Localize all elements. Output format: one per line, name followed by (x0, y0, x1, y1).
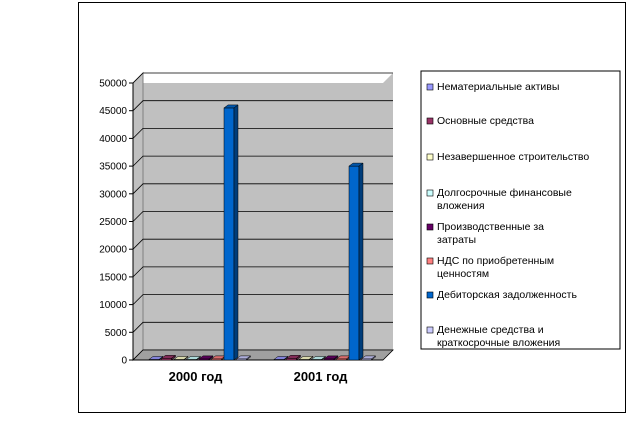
bar-side (196, 355, 201, 361)
y-tick-label: 30000 (99, 189, 127, 200)
legend-swatch (426, 153, 434, 161)
bar-side (183, 355, 189, 361)
legend-label: Долгосрочные финансовые (437, 187, 572, 199)
legend-label: Основные средства (437, 115, 534, 127)
legend-label: Нематериальные активы (437, 81, 559, 93)
legend-swatch (426, 223, 434, 231)
legend-swatch (426, 117, 434, 125)
chart-frame: 0 5000 10000 15000 20000 25000 30000 35000 40000… (78, 2, 626, 413)
bar-side (333, 355, 339, 361)
y-tick-label: 50000 (99, 79, 127, 90)
bar-side (171, 354, 176, 361)
legend-label: Производственные за (437, 221, 544, 233)
y-tick-label: 35000 (99, 162, 127, 173)
legend-label: Незавершенное строительство (437, 151, 589, 163)
bar-side (308, 355, 314, 361)
legend-swatch (426, 326, 434, 334)
legend-label: Денежные средства и (437, 324, 544, 336)
legend-label: НДС по приобретенным (437, 255, 554, 267)
y-tick-label: 0 (121, 356, 127, 367)
y-tick-label: 15000 (99, 272, 127, 283)
gridline (132, 266, 393, 278)
legend-label: краткосрочные вложения (437, 337, 560, 349)
gridline (132, 211, 393, 222)
plot-background (133, 73, 393, 360)
legend-box (420, 70, 621, 350)
y-tick-label: 5000 (105, 328, 128, 339)
x-category-label: 2000 год (169, 369, 224, 384)
gridline (132, 238, 393, 250)
gridline (132, 128, 393, 139)
gridline (132, 183, 393, 195)
legend-swatch (426, 257, 434, 265)
gridline (132, 155, 393, 167)
gridline (132, 294, 393, 305)
legend-swatch (426, 83, 434, 91)
y-tick-label: 10000 (99, 300, 127, 311)
legend-swatch (426, 291, 434, 299)
chart-svg: 0 5000 10000 15000 20000 25000 30000 35000 40000… (99, 70, 621, 384)
bar-side (208, 355, 214, 361)
bar-side (321, 355, 326, 361)
y-tick-label: 25000 (99, 217, 127, 228)
legend-label: затраты (437, 234, 476, 246)
bar-side (296, 354, 301, 361)
gridline (132, 72, 393, 84)
y-tick-label: 40000 (99, 134, 127, 145)
bar-side (358, 162, 364, 361)
bar (223, 107, 235, 361)
y-tick-label: 45000 (99, 106, 127, 117)
legend-label: ценностям (437, 268, 489, 280)
bar-side (246, 355, 251, 361)
y-tick-label: 20000 (99, 245, 127, 256)
bar (348, 165, 360, 361)
legend-swatch (426, 189, 434, 197)
gridline (132, 321, 393, 333)
legend-label: Дебиторская задолженность (437, 289, 577, 301)
bar-side (233, 104, 239, 361)
legend-label: вложения (437, 200, 485, 212)
bar-side (371, 355, 376, 361)
x-category-label: 2001 год (294, 369, 349, 384)
gridline (132, 100, 393, 111)
